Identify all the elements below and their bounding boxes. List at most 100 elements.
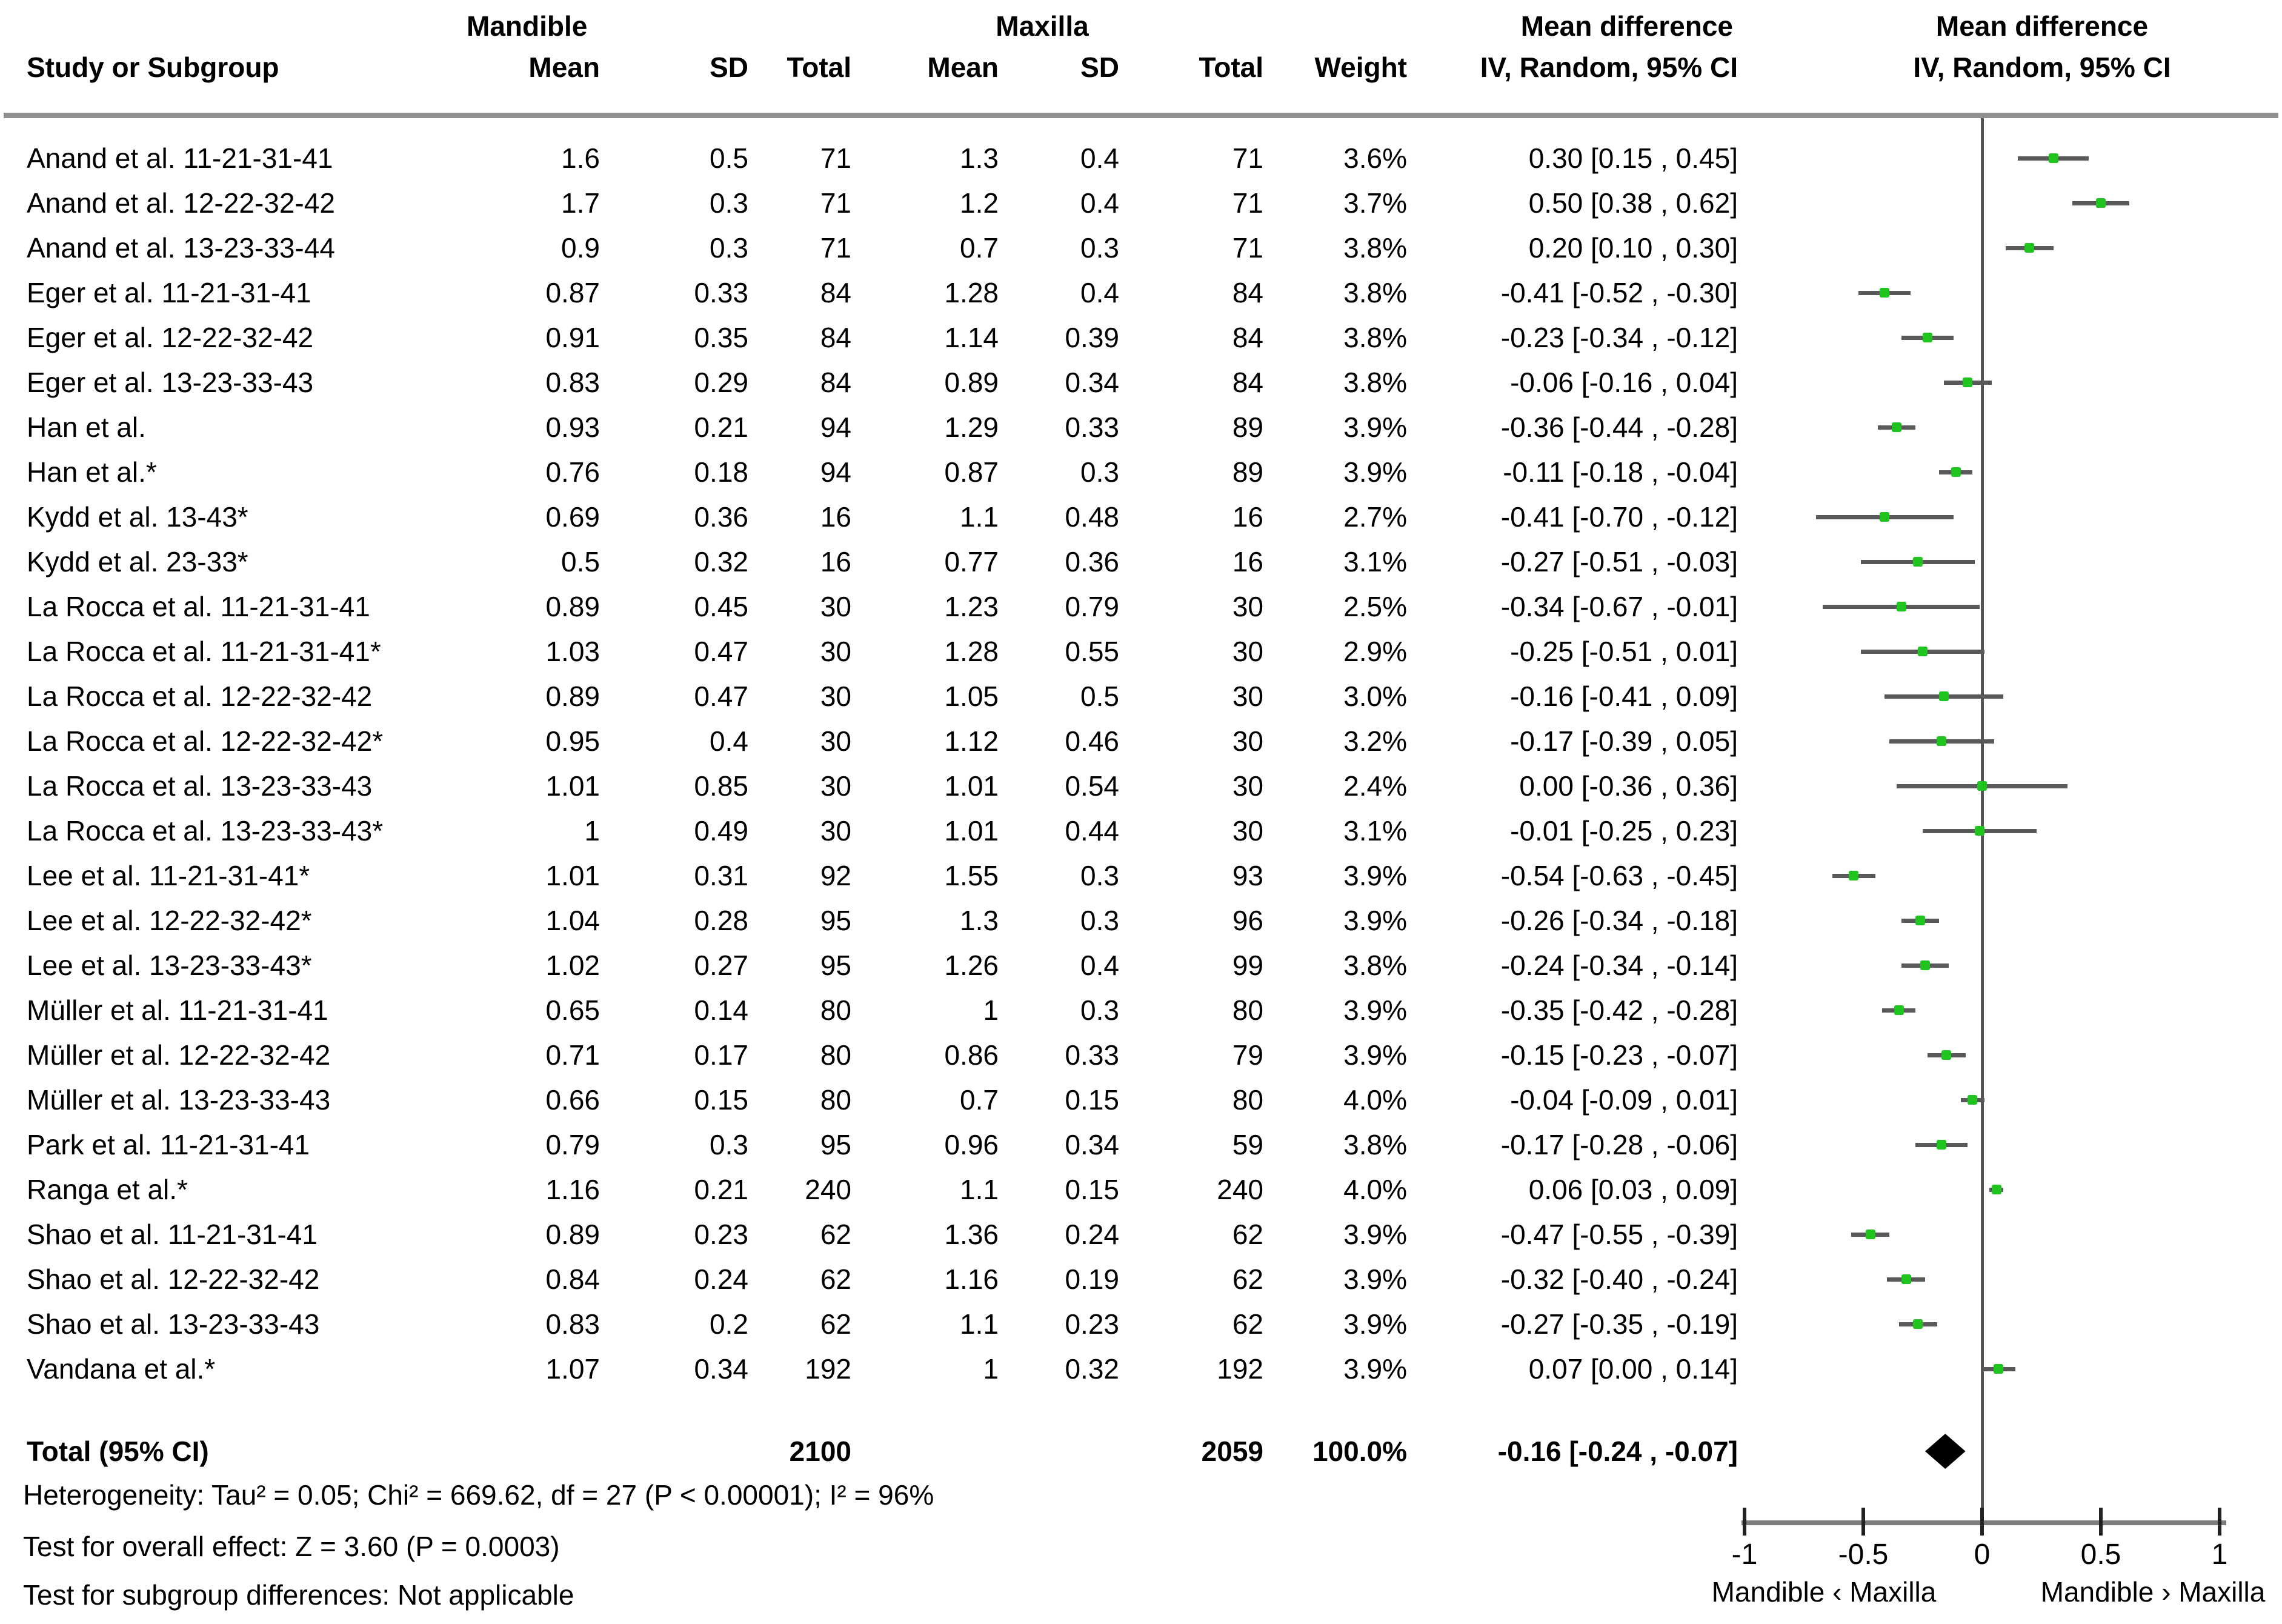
maxilla-sd: 0.55 (1065, 636, 1119, 667)
table-row: Ranga et al.* 1.16 0.21 240 1.1 0.15 240 4.0% 0.… (0, 1167, 2282, 1212)
col-header-maxilla-sd: SD (1080, 52, 1119, 83)
mandible-mean: 0.69 (545, 501, 600, 533)
mandible-mean: 1.04 (545, 905, 600, 936)
maxilla-sd: 0.5 (1080, 681, 1119, 712)
mandible-sd: 0.2 (710, 1308, 748, 1340)
axis-tick-label: -1 (1731, 1538, 1758, 1571)
total-weight: 100.0% (1312, 1436, 1407, 1467)
table-row: Müller et al. 11-21-31-41 0.65 0.14 80 1 0.3 8… (0, 988, 2282, 1033)
weight-value: 3.6% (1343, 142, 1407, 174)
mandible-mean: 0.87 (545, 277, 600, 308)
maxilla-sd: 0.24 (1065, 1219, 1119, 1250)
weight-value: 4.0% (1343, 1174, 1407, 1205)
effect-marker (1894, 1005, 1904, 1015)
weight-value: 3.8% (1343, 1129, 1407, 1160)
maxilla-sd: 0.34 (1065, 367, 1119, 398)
mandible-mean: 1.16 (545, 1174, 600, 1205)
study-name: La Rocca et al. 11-21-31-41* (27, 636, 381, 667)
ci-text: -0.24 [-0.34 , -0.14] (1500, 950, 1738, 981)
mandible-sd: 0.23 (694, 1219, 748, 1250)
maxilla-sd: 0.48 (1065, 501, 1119, 533)
maxilla-sd: 0.19 (1065, 1263, 1119, 1295)
mandible-mean: 0.89 (545, 591, 600, 622)
maxilla-sd: 0.39 (1065, 322, 1119, 353)
study-name: Han et al.* (27, 456, 157, 488)
mandible-mean: 0.9 (561, 232, 600, 264)
study-name: Eger et al. 13-23-33-43 (27, 367, 314, 398)
weight-value: 2.7% (1343, 501, 1407, 533)
mandible-mean: 0.79 (545, 1129, 600, 1160)
effect-marker (1891, 422, 1901, 432)
maxilla-total: 16 (1232, 501, 1263, 533)
col-header-weight: Weight (1314, 52, 1407, 83)
plot-mean-difference-header: Mean difference (1935, 10, 2149, 42)
total-maxilla-n: 2059 (1201, 1436, 1263, 1467)
maxilla-mean: 0.96 (944, 1129, 999, 1160)
weight-value: 4.0% (1343, 1084, 1407, 1116)
mandible-total: 192 (805, 1353, 851, 1385)
total-row: Total (95% CI) 2100 2059 100.0% -0.16 [-… (0, 1429, 2282, 1474)
table-row: Anand et al. 12-22-32-42 1.7 0.3 71 1.2 0.4 71… (0, 181, 2282, 225)
mandible-sd: 0.21 (694, 1174, 748, 1205)
ci-text: -0.06 [-0.16 , 0.04] (1510, 367, 1738, 398)
mandible-sd: 0.27 (694, 950, 748, 981)
maxilla-mean: 1.23 (944, 591, 999, 622)
mandible-mean: 0.95 (545, 725, 600, 757)
maxilla-total: 99 (1232, 950, 1263, 981)
ci-text: -0.04 [-0.09 , 0.01] (1510, 1084, 1738, 1116)
maxilla-total: 84 (1232, 322, 1263, 353)
maxilla-mean: 1 (983, 994, 999, 1026)
ci-text: -0.34 [-0.67 , -0.01] (1500, 591, 1738, 622)
maxilla-sd: 0.54 (1065, 770, 1119, 802)
mandible-total: 84 (820, 277, 851, 308)
maxilla-total: 30 (1232, 770, 1263, 802)
maxilla-mean: 1 (983, 1353, 999, 1385)
mandible-total: 16 (820, 546, 851, 577)
ci-text: 0.50 [0.38 , 0.62] (1528, 187, 1738, 219)
overall-effect-note: Test for overall effect: Z = 3.60 (P = 0… (23, 1531, 560, 1562)
mandible-sd: 0.47 (694, 636, 748, 667)
group-header-mandible: Mandible (467, 10, 588, 42)
study-name: Shao et al. 12-22-32-42 (27, 1263, 320, 1295)
mandible-mean: 1.01 (545, 860, 600, 891)
effect-marker (1991, 1185, 2001, 1194)
maxilla-mean: 1.05 (944, 681, 999, 712)
maxilla-total: 96 (1232, 905, 1263, 936)
ci-text: -0.27 [-0.51 , -0.03] (1500, 546, 1738, 577)
table-row: Kydd et al. 13-43* 0.69 0.36 16 1.1 0.48 16 2.7… (0, 494, 2282, 539)
maxilla-mean: 1.2 (960, 187, 999, 219)
study-name: Lee et al. 12-22-32-42* (27, 905, 312, 936)
mandible-mean: 0.91 (545, 322, 600, 353)
maxilla-mean: 1.36 (944, 1219, 999, 1250)
maxilla-total: 240 (1217, 1174, 1263, 1205)
table-row: Lee et al. 13-23-33-43* 1.02 0.27 95 1.26 0.4… (0, 943, 2282, 988)
study-name: Anand et al. 13-23-33-44 (27, 232, 335, 264)
axis-label-left: Mandible ‹ Maxilla (1711, 1576, 1937, 1608)
weight-value: 3.8% (1343, 232, 1407, 264)
ci-text: -0.32 [-0.40 , -0.24] (1500, 1263, 1738, 1295)
study-name: Eger et al. 12-22-32-42 (27, 322, 314, 353)
ci-text: 0.30 [0.15 , 0.45] (1528, 142, 1738, 174)
study-name: La Rocca et al. 11-21-31-41 (27, 591, 370, 622)
mandible-sd: 0.3 (710, 1129, 748, 1160)
weight-value: 3.9% (1343, 1219, 1407, 1250)
effect-marker (1896, 602, 1906, 611)
maxilla-mean: 1.1 (960, 501, 999, 533)
mandible-total: 30 (820, 770, 851, 802)
maxilla-sd: 0.3 (1080, 232, 1119, 264)
effect-marker (1968, 1095, 1978, 1105)
study-name: Park et al. 11-21-31-41 (27, 1129, 310, 1160)
weight-value: 3.7% (1343, 187, 1407, 219)
mandible-total: 30 (820, 815, 851, 847)
weight-value: 3.8% (1343, 277, 1407, 308)
mandible-total: 30 (820, 591, 851, 622)
maxilla-mean: 1.14 (944, 322, 999, 353)
maxilla-sd: 0.36 (1065, 546, 1119, 577)
maxilla-mean: 1.55 (944, 860, 999, 891)
effect-marker (1941, 1050, 1952, 1060)
study-name: La Rocca et al. 12-22-32-42* (27, 725, 384, 757)
mandible-mean: 0.84 (545, 1263, 600, 1295)
mandible-sd: 0.31 (694, 860, 748, 891)
mandible-sd: 0.5 (710, 142, 748, 174)
